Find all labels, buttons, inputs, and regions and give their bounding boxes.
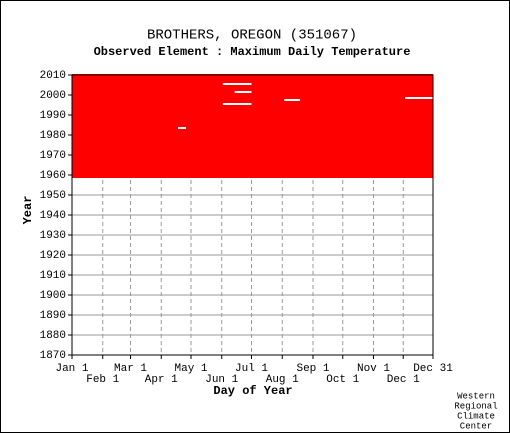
data-block <box>72 74 433 178</box>
y-tick-label: 1880 <box>40 330 66 342</box>
x-tick-label: Nov 1 <box>357 363 390 375</box>
x-axis-label: Day of Year <box>213 384 292 398</box>
y-tick-label: 1960 <box>40 170 66 182</box>
y-tick-label: 1870 <box>40 350 66 362</box>
y-tick-label: 1930 <box>40 230 66 242</box>
credit: Center <box>460 421 492 431</box>
x-tick-label: Jun 1 <box>205 374 238 386</box>
missing-gap <box>178 127 187 129</box>
missing-gap <box>234 91 252 93</box>
x-tick-label: Oct 1 <box>326 374 359 386</box>
x-tick-label: Dec 1 <box>387 374 420 386</box>
y-tick-label: 2000 <box>40 90 66 102</box>
missing-gap <box>222 103 252 105</box>
y-axis-label: Year <box>21 196 35 225</box>
missing-gap <box>222 83 252 85</box>
y-tick-label: 2010 <box>40 70 66 82</box>
x-tick-label: Apr 1 <box>145 374 178 386</box>
x-tick-label: Sep 1 <box>296 363 329 375</box>
y-tick-label: 1990 <box>40 110 66 122</box>
x-tick-label: Feb 1 <box>86 374 119 386</box>
plot-border <box>71 74 434 356</box>
x-tick-label: Aug 1 <box>266 374 299 386</box>
missing-gap <box>405 97 433 99</box>
y-tick-label: 1980 <box>40 130 66 142</box>
y-tick-label: 1940 <box>40 210 66 222</box>
x-tick-label: Dec 31 <box>413 363 453 375</box>
y-tick-label: 1900 <box>40 290 66 302</box>
chart-title: BROTHERS, OREGON (351067) <box>147 28 357 44</box>
chart-subtitle: Observed Element : Maximum Daily Tempera… <box>94 45 411 59</box>
x-tick-label: Jan 1 <box>55 363 88 375</box>
credit: Western <box>457 391 495 401</box>
y-tick-label: 1890 <box>40 310 66 322</box>
y-tick-label: 1970 <box>40 150 66 162</box>
y-tick-label: 1920 <box>40 250 66 262</box>
credit: Climate <box>457 411 495 421</box>
y-tick-label: 1950 <box>40 190 66 202</box>
y-tick-label: 1910 <box>40 270 66 282</box>
x-tick-label: Jul 1 <box>235 363 268 375</box>
x-tick-label: May 1 <box>175 363 208 375</box>
x-tick-label: Mar 1 <box>114 363 147 375</box>
credit: Regional <box>454 401 497 411</box>
missing-gap <box>284 99 301 101</box>
